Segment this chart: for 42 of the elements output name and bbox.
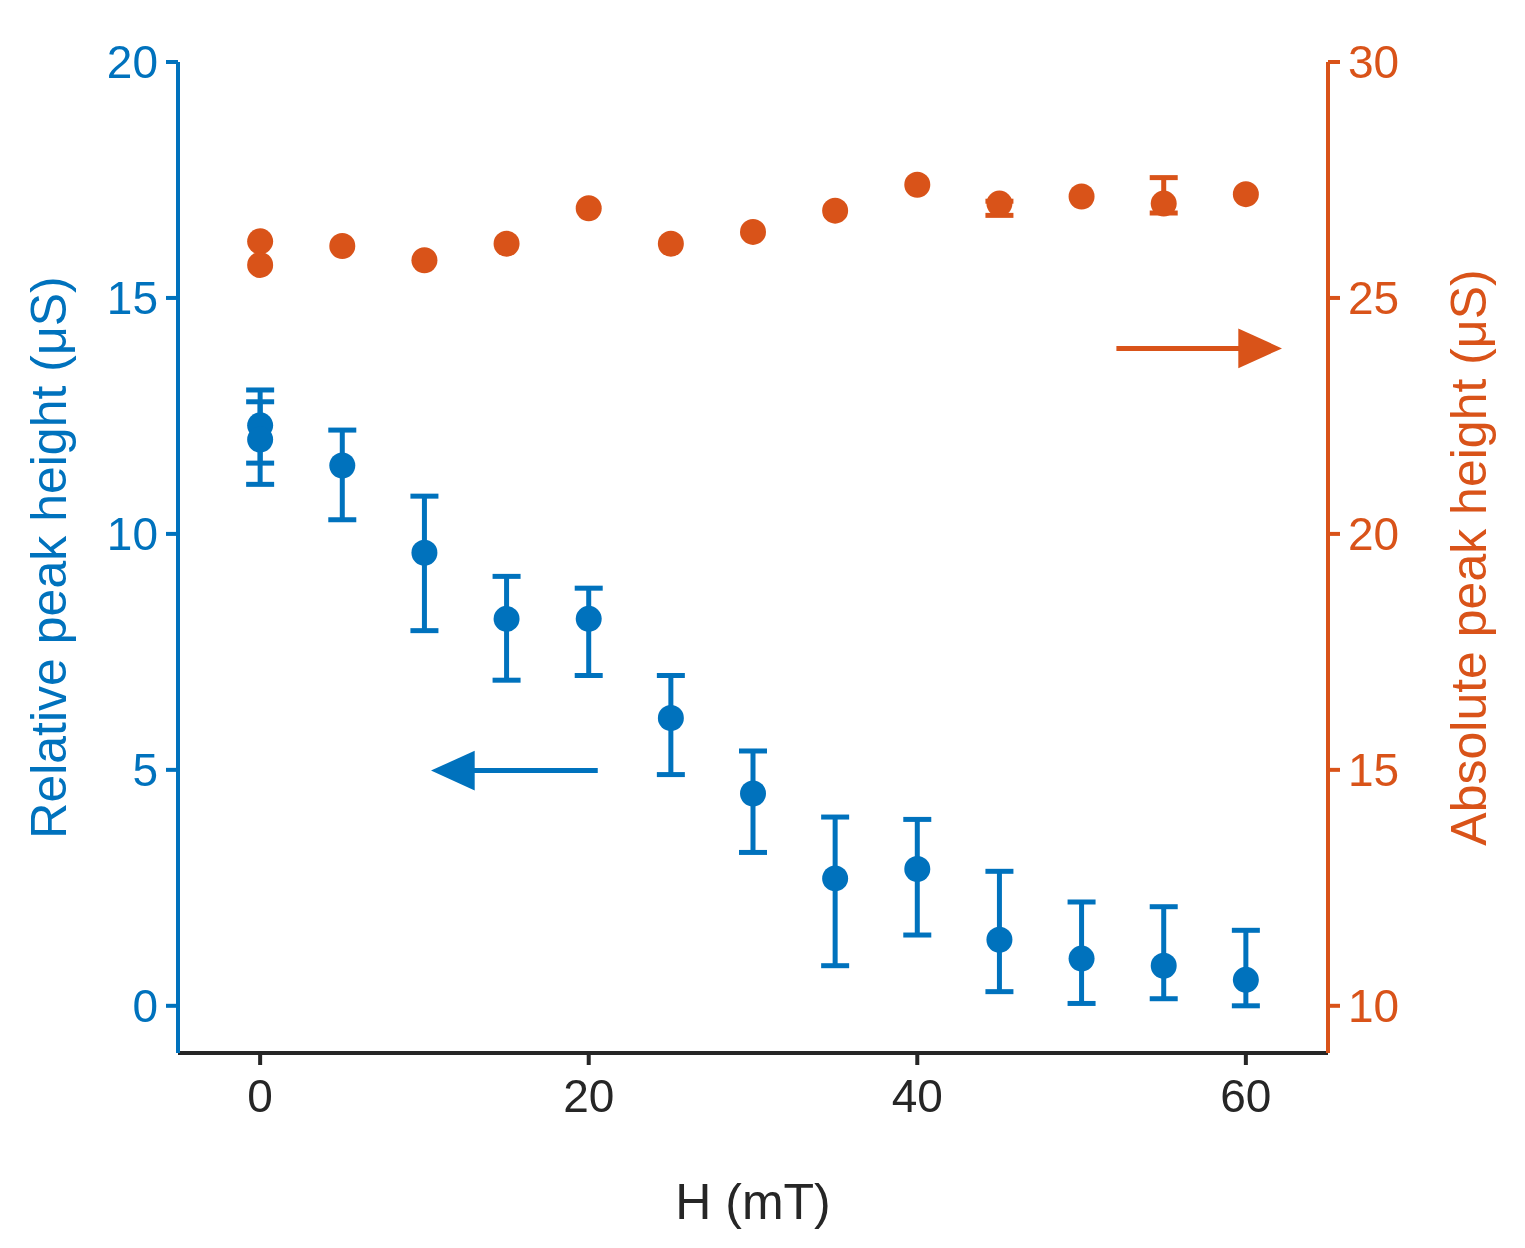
y2-tick-label: 10 xyxy=(1348,980,1400,1033)
y2-axis-title: Absolute peak height (μS) xyxy=(1440,269,1497,846)
y-axis-title: Relative peak height (μS) xyxy=(20,276,77,839)
point xyxy=(329,233,356,260)
y-tick-label: 0 xyxy=(132,980,158,1033)
y2-tick-label: 30 xyxy=(1348,36,1400,89)
point xyxy=(822,197,849,224)
point xyxy=(1232,181,1259,208)
point xyxy=(411,247,438,274)
point xyxy=(657,704,684,731)
point xyxy=(1232,966,1259,993)
point xyxy=(493,230,520,257)
point xyxy=(986,926,1013,953)
x-axis-title: H (mT) xyxy=(675,1174,831,1230)
y2-tick-label: 15 xyxy=(1348,744,1400,797)
point xyxy=(822,865,849,892)
point xyxy=(329,452,356,479)
point xyxy=(411,539,438,566)
point xyxy=(904,171,931,198)
point xyxy=(1068,183,1095,210)
y-tick-label: 10 xyxy=(106,508,158,561)
point xyxy=(740,780,766,807)
x-tick-label: 20 xyxy=(563,1069,615,1122)
point xyxy=(575,195,602,222)
y2-tick-label: 25 xyxy=(1348,272,1400,325)
point xyxy=(1150,952,1177,979)
point xyxy=(247,228,274,255)
point xyxy=(575,605,602,632)
point xyxy=(657,230,684,257)
x-tick-label: 60 xyxy=(1220,1069,1272,1122)
point xyxy=(1068,945,1095,972)
y-tick-label: 15 xyxy=(106,272,158,325)
point xyxy=(1150,190,1177,217)
y2-tick-label: 20 xyxy=(1348,508,1400,561)
point xyxy=(740,218,766,245)
point xyxy=(904,855,931,882)
y-tick-label: 20 xyxy=(106,36,158,89)
x-tick-label: 0 xyxy=(247,1069,273,1122)
x-tick-label: 40 xyxy=(891,1069,943,1122)
point xyxy=(247,251,274,278)
y-tick-label: 5 xyxy=(132,744,158,797)
point xyxy=(493,605,520,632)
